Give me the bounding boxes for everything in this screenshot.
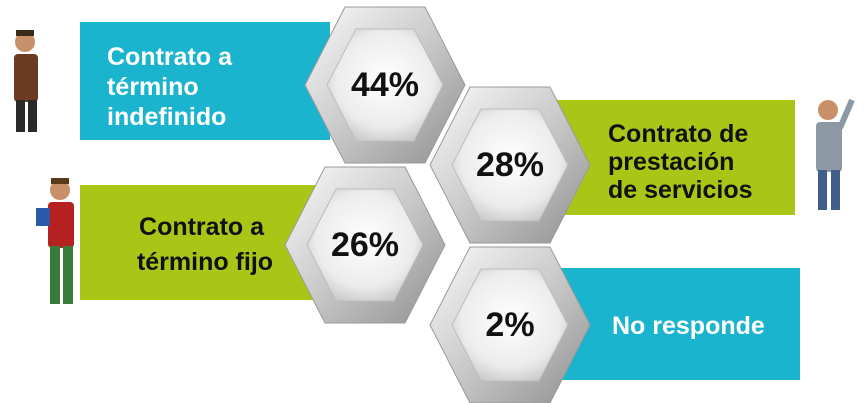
- hexagons: [285, 7, 590, 403]
- label: No responde: [612, 312, 765, 340]
- percent: 44%: [351, 66, 419, 104]
- band: [80, 185, 320, 300]
- percent: 2%: [485, 306, 534, 344]
- label: Contrato de prestación de servicios: [608, 120, 755, 204]
- infographic: Contrato a término indefinido Contrato d…: [0, 0, 865, 403]
- person: [14, 30, 38, 132]
- percent: 26%: [331, 226, 399, 264]
- percent: 28%: [476, 146, 544, 184]
- person: [36, 178, 74, 304]
- person: [816, 100, 852, 210]
